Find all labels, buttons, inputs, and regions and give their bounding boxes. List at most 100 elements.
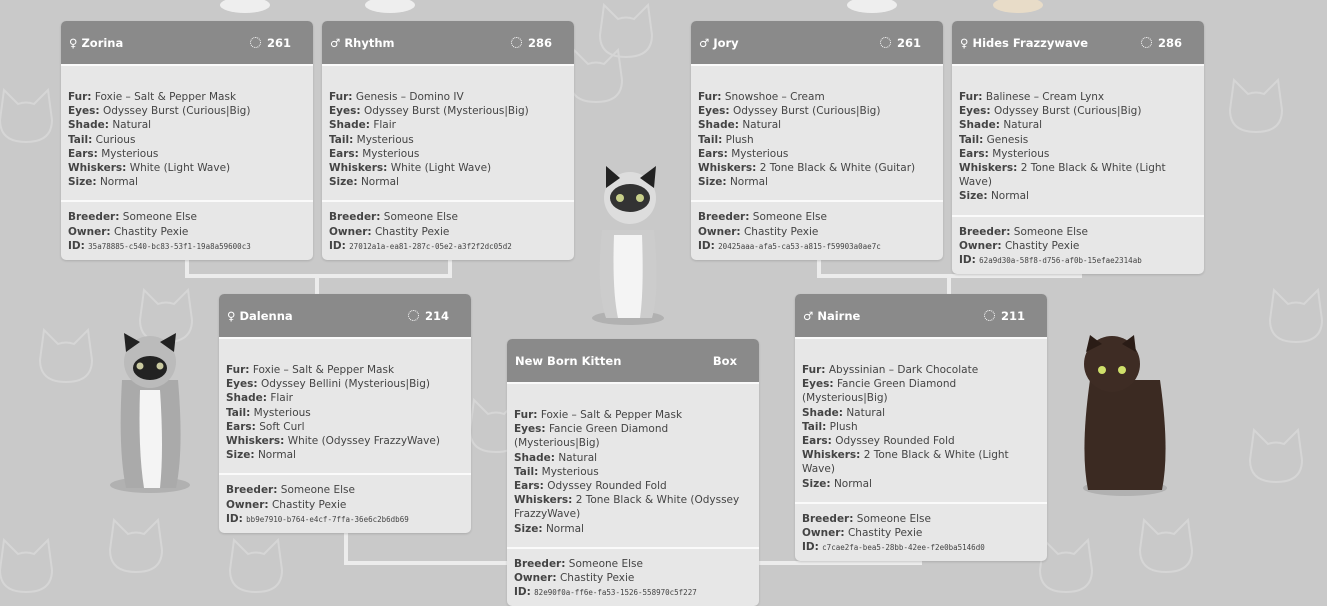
- footer-value: Chastity Pexie: [743, 225, 819, 238]
- trait-label: Eyes:: [802, 378, 834, 391]
- name-group: ♂ Jory: [699, 36, 739, 50]
- trait-row: Ears: Mysterious: [959, 147, 1197, 161]
- trait-label: Fur:: [329, 91, 353, 103]
- trait-value: 2 Tone Black & White (Odyssey FrazzyWave…: [514, 494, 740, 521]
- score-icon: [983, 310, 995, 321]
- trait-row: Whiskers: White (Light Wave): [329, 161, 567, 175]
- trait-label: Tail:: [698, 133, 723, 146]
- footer-row: ID: 35a78885-c540-bc83-53f1-19a8a59600c3: [68, 239, 306, 254]
- footer-row: Breeder: Someone Else: [698, 210, 936, 224]
- trait-row: Ears: Odyssey Rounded Fold: [514, 479, 752, 493]
- cat-name: Hides Frazzywave: [972, 35, 1089, 50]
- tag: Box: [712, 353, 737, 368]
- traits: Fur: Abyssinian – Dark Chocolate Eyes: Fa…: [795, 339, 1047, 504]
- footer-value: Someone Else: [856, 512, 931, 525]
- footer-label: Owner:: [802, 527, 845, 540]
- trait-row: Shade: Natural: [802, 406, 1040, 420]
- traits: Fur: Foxie – Salt & Pepper Mask Eyes: Fan…: [507, 384, 759, 549]
- traits: Fur: Genesis – Domino IV Eyes: Odyssey Bu…: [322, 66, 574, 203]
- trait-row: Eyes: Fancie Green Diamond (Mysterious|B…: [514, 422, 752, 450]
- trait-row: Size: Normal: [226, 448, 464, 462]
- trait-row: Whiskers: 2 Tone Black & White (Odyssey …: [514, 493, 752, 521]
- score: 211: [1000, 308, 1025, 323]
- trait-row: Fur: Genesis – Domino IV: [329, 90, 567, 104]
- footer-row: ID: c7cae2fa-bea5-28bb-42ee-f2e0ba5146d0: [802, 540, 1040, 555]
- trait-row: Shade: Natural: [698, 118, 936, 132]
- trait-value: Mysterious: [356, 133, 414, 146]
- trait-row: Eyes: Odyssey Burst (Curious|Big): [959, 104, 1197, 118]
- trait-value: Abyssinian – Dark Chocolate: [828, 364, 979, 376]
- card-footer: Breeder: Someone Else Owner: Chastity Pex…: [795, 504, 1047, 562]
- trait-label: Eyes:: [514, 423, 546, 436]
- footer-row: Owner: Chastity Pexie: [226, 498, 464, 512]
- footer-row: ID: 27012a1a-ea81-287c-05e2-a3f2f2dc05d2: [329, 239, 567, 254]
- trait-row: Fur: Foxie – Salt & Pepper Mask: [226, 363, 464, 377]
- footer-label: Breeder:: [68, 211, 120, 224]
- trait-row: Size: Normal: [802, 477, 1040, 491]
- cat-name: Nairne: [817, 308, 861, 323]
- cat-name: Dalenna: [239, 308, 293, 323]
- trait-value: Mysterious: [731, 147, 789, 160]
- trait-row: Shade: Flair: [226, 391, 464, 405]
- connector: [344, 531, 348, 565]
- trait-row: Size: Normal: [514, 522, 752, 536]
- traits: Fur: Foxie – Salt & Pepper Mask Eyes: Ody…: [219, 339, 471, 476]
- footer-row: Owner: Chastity Pexie: [959, 239, 1197, 253]
- trait-value: Foxie – Salt & Pepper Mask: [252, 364, 395, 376]
- footer-label: Breeder:: [802, 512, 854, 525]
- footer-row: Breeder: Someone Else: [514, 557, 752, 571]
- trait-label: Whiskers:: [329, 162, 388, 175]
- trait-value: Foxie – Salt & Pepper Mask: [540, 409, 683, 421]
- footer-label: Owner:: [959, 239, 1002, 252]
- footer-value: Someone Else: [752, 211, 827, 224]
- cat-nairne: [1083, 335, 1167, 496]
- card-header: ♀ Zorina 261: [61, 21, 313, 66]
- name-group: ♂ Rhythm: [330, 36, 395, 50]
- gender: ♂: [699, 35, 710, 50]
- footer-row: Breeder: Someone Else: [226, 483, 464, 497]
- trait-value: Mysterious: [101, 147, 159, 160]
- trait-label: Eyes:: [226, 378, 258, 391]
- gender: ♀: [69, 35, 78, 50]
- card-header: ♂ Jory 261: [691, 21, 943, 66]
- connector: [817, 258, 821, 278]
- trait-row: Whiskers: 2 Tone Black & White (Light Wa…: [959, 161, 1197, 189]
- footer-value: 82e90f0a-ff6e-fa53-1526-558970c5f227: [534, 588, 697, 598]
- trait-label: Tail:: [959, 133, 984, 146]
- score-icon: [1140, 37, 1152, 48]
- footer-value: c7cae2fa-bea5-28bb-42ee-f2e0ba5146d0: [822, 543, 985, 553]
- trait-value: Normal: [990, 190, 1029, 203]
- cat-card: ♂ Nairne 211 Fur: Abyssinian – Dark Chocol…: [795, 294, 1047, 562]
- trait-row: Ears: Mysterious: [698, 147, 936, 161]
- footer-label: Breeder:: [959, 225, 1011, 238]
- gender: ♀: [960, 35, 969, 50]
- connector: [448, 258, 452, 278]
- footer-row: Breeder: Someone Else: [802, 512, 1040, 526]
- trait-value: Mysterious: [541, 465, 599, 478]
- trait-value: Fancie Green Diamond (Mysterious|Big): [802, 378, 957, 405]
- trait-label: Eyes:: [698, 105, 730, 118]
- trait-label: Shade:: [959, 119, 1000, 132]
- card-footer: Breeder: Someone Else Owner: Chastity Pex…: [952, 217, 1204, 275]
- footer-value: Chastity Pexie: [1004, 239, 1080, 252]
- footer-value: Chastity Pexie: [374, 225, 450, 238]
- trait-value: 2 Tone Black & White (Light Wave): [802, 449, 1009, 476]
- card-header: ♀ Hides Frazzywave 286: [952, 21, 1204, 66]
- footer-label: ID:: [68, 239, 85, 252]
- trait-row: Fur: Snowshoe – Cream: [698, 90, 936, 104]
- connector: [315, 274, 319, 294]
- trait-value: Natural: [558, 451, 598, 464]
- footer-row: ID: 20425aaa-afa5-ca53-a815-f59903a0ae7c: [698, 239, 936, 254]
- gender: ♂: [330, 35, 341, 50]
- cat-card: ♀ Zorina 261 Fur: Foxie – Salt & Pepper Ma…: [61, 21, 313, 261]
- trait-label: Eyes:: [68, 105, 100, 118]
- trait-row: Tail: Genesis: [959, 133, 1197, 147]
- trait-label: Ears:: [698, 147, 728, 160]
- trait-label: Eyes:: [329, 105, 361, 118]
- trait-value: Odyssey Burst (Curious|Big): [732, 105, 881, 118]
- trait-value: Plush: [829, 420, 858, 433]
- trait-label: Shade:: [226, 392, 267, 405]
- trait-label: Tail:: [226, 406, 251, 419]
- footer-label: Breeder:: [226, 484, 278, 497]
- score-group: 214: [407, 309, 449, 323]
